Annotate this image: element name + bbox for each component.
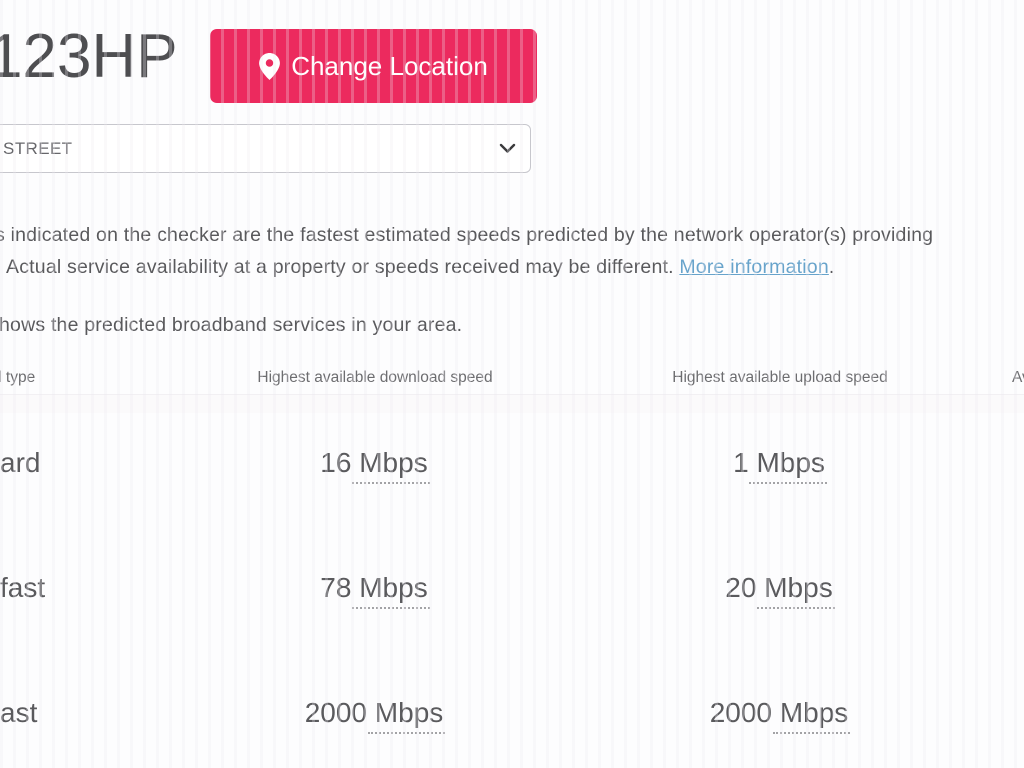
speed-unit[interactable]: Mbps <box>367 697 446 734</box>
row-type-label: ard <box>0 447 41 478</box>
upload-speed-value: 2000 <box>709 697 773 728</box>
table-header-divider <box>0 394 1024 413</box>
table-intro: hows the predicted broadband services in… <box>0 314 463 336</box>
speed-unit[interactable]: Mbps <box>352 447 430 484</box>
table-row: ard 16 Mbps 1 Mbps <box>0 447 1024 487</box>
speed-unit[interactable]: Mbps <box>772 697 851 734</box>
upload-speed-cell: 20 Mbps <box>560 572 1000 609</box>
download-speed-value: 16 <box>320 447 352 478</box>
table-row: fast 78 Mbps 20 Mbps <box>0 572 1024 612</box>
column-header-download: Highest available download speed <box>257 369 493 386</box>
download-speed-cell: 78 Mbps <box>140 572 610 609</box>
column-header-upload: Highest available upload speed <box>672 369 888 386</box>
row-type-label: ast <box>0 697 38 728</box>
download-speed-value: 2000 <box>304 697 368 728</box>
upload-speed-cell: 1 Mbps <box>560 447 1000 484</box>
speed-unit[interactable]: Mbps <box>757 572 835 609</box>
map-pin-icon <box>259 52 281 80</box>
upload-speed-cell: 2000 Mbps <box>560 697 1000 734</box>
download-speed-cell: 16 Mbps <box>140 447 610 484</box>
speed-unit[interactable]: Mbps <box>352 572 430 609</box>
upload-speed-value: 20 <box>725 572 757 603</box>
table-row: ast 2000 Mbps 2000 Mbps <box>0 697 1024 737</box>
disclaimer-line2: Actual service availability at a propert… <box>6 256 835 279</box>
more-information-link[interactable]: More information <box>679 256 829 278</box>
row-type-label: fast <box>0 572 46 603</box>
upload-speed-value: 1 <box>733 447 749 478</box>
column-header-availability: Availability <box>1012 369 1024 386</box>
postcode-heading: 123HP <box>0 22 178 91</box>
download-speed-cell: 2000 Mbps <box>140 697 610 734</box>
download-speed-value: 78 <box>320 572 352 603</box>
column-header-type: d type <box>0 369 36 386</box>
speed-unit[interactable]: Mbps <box>749 447 827 484</box>
disclaimer-line2-period: . <box>828 256 835 278</box>
chevron-down-icon <box>499 139 516 159</box>
address-select[interactable]: STREET <box>0 124 531 173</box>
change-location-button[interactable]: Change Location <box>210 29 537 103</box>
selected-address: STREET <box>3 138 73 158</box>
disclaimer-line1: s indicated on the checker are the faste… <box>0 224 934 246</box>
disclaimer-line2-text: Actual service availability at a propert… <box>6 256 680 278</box>
change-location-label: Change Location <box>291 50 488 81</box>
